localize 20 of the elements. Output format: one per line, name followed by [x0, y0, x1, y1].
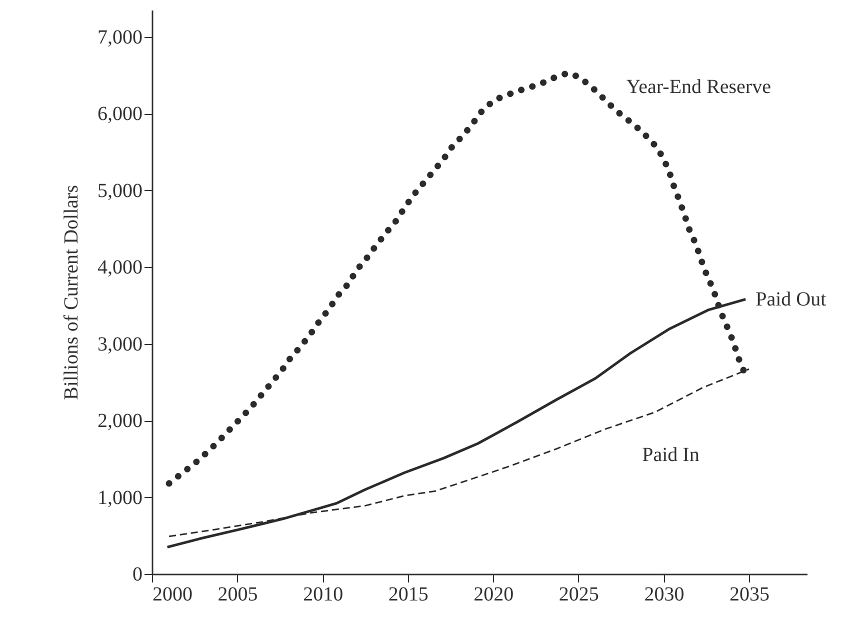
y-tick-label: 6,000 — [98, 103, 142, 126]
x-tick-label: 2020 — [474, 584, 514, 606]
y-tick-label: 0 — [132, 564, 142, 586]
y-tick-label: 7,000 — [98, 26, 142, 48]
y-tick-label: 2,000 — [98, 410, 142, 432]
series-label: Year-End Reserve — [626, 76, 772, 98]
y-tick-label: 3,000 — [98, 333, 142, 356]
x-tick-label: 2005 — [218, 584, 258, 606]
y-tick-label: 4,000 — [98, 256, 142, 279]
x-tick-label: 2025 — [558, 584, 599, 606]
y-tick-label: 5,000 — [98, 180, 142, 202]
series-label: Paid Out — [756, 288, 827, 310]
x-tick-label: 2000 — [152, 584, 192, 606]
x-tick-label: 2015 — [388, 584, 428, 606]
x-tick-label: 2035 — [730, 584, 770, 606]
x-tick-label: 2010 — [303, 584, 344, 606]
y-axis-title: Billions of Current Dollars — [60, 184, 82, 400]
series-label: Paid In — [642, 444, 700, 466]
y-tick-label: 1,000 — [98, 486, 142, 509]
x-tick-label: 2030 — [644, 584, 684, 606]
